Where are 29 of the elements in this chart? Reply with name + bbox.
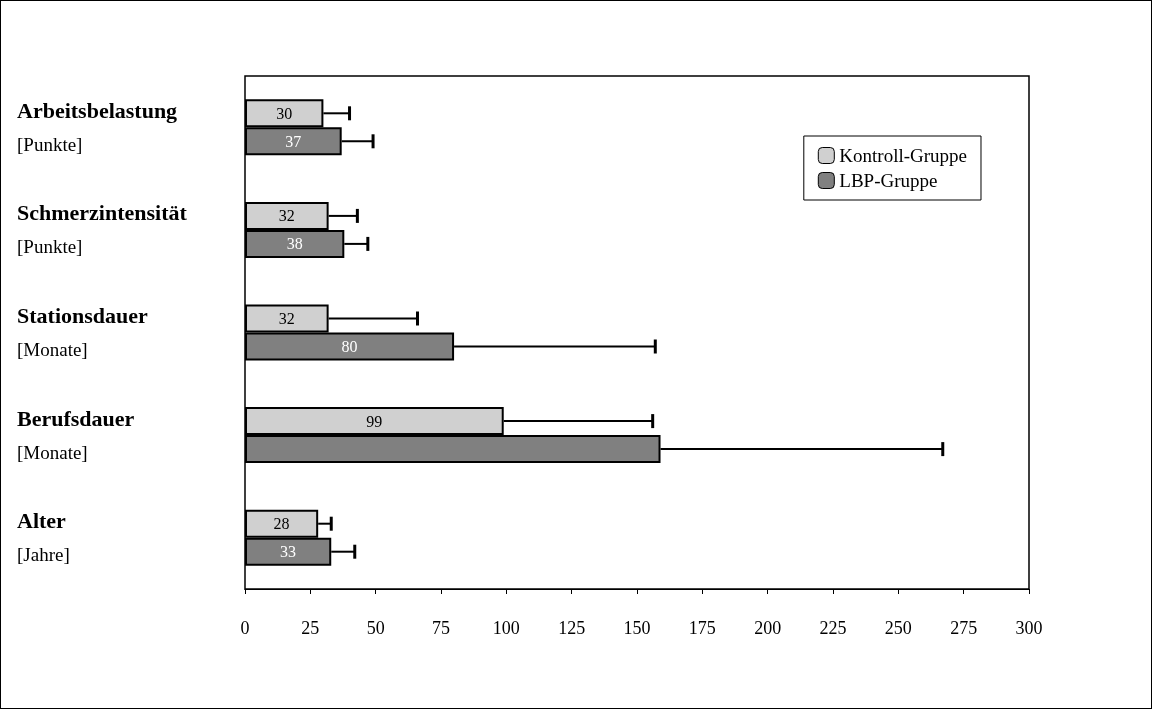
y-tick-label: Stationsdauer [Monate] bbox=[17, 303, 149, 360]
data-label: 37 bbox=[285, 132, 302, 150]
y-tick-label: Berufsdauer [Monate] bbox=[17, 405, 135, 463]
x-tick-label: 25 bbox=[301, 618, 320, 638]
data-label: 32 bbox=[278, 207, 295, 225]
x-tick-label: 125 bbox=[558, 618, 586, 638]
x-tick-label: 300 bbox=[1015, 618, 1043, 638]
y-tick-label: Arbeitsbelastung [Punkte] bbox=[17, 97, 178, 155]
data-label: 32 bbox=[278, 310, 295, 327]
x-tick-label: 75 bbox=[432, 618, 450, 638]
data-label: 80 bbox=[341, 338, 358, 355]
x-tick-label: 250 bbox=[884, 618, 912, 638]
x-tick-label: 100 bbox=[492, 618, 520, 638]
x-tick-label: 50 bbox=[366, 618, 385, 638]
data-label: 33 bbox=[280, 543, 297, 561]
data-label: 99 bbox=[366, 412, 383, 430]
y-tick-label: Alter [Jahre] bbox=[17, 508, 70, 566]
x-tick-label: 150 bbox=[623, 618, 651, 638]
x-tick-label: 225 bbox=[819, 618, 847, 638]
data-label: 30 bbox=[276, 104, 293, 122]
x-tick-label: 0 bbox=[240, 618, 250, 638]
data-label: 38 bbox=[286, 235, 303, 253]
y-tick-label: Schmerzintensität [Punkte] bbox=[17, 200, 188, 258]
x-tick-label: 275 bbox=[950, 618, 978, 638]
legend-label: LBP-Gruppe bbox=[839, 170, 938, 191]
data-label: 28 bbox=[273, 515, 290, 533]
x-tick-label: 200 bbox=[754, 618, 782, 638]
legend-label: Kontroll-Gruppe bbox=[839, 145, 968, 166]
x-tick-label: 175 bbox=[688, 618, 716, 638]
